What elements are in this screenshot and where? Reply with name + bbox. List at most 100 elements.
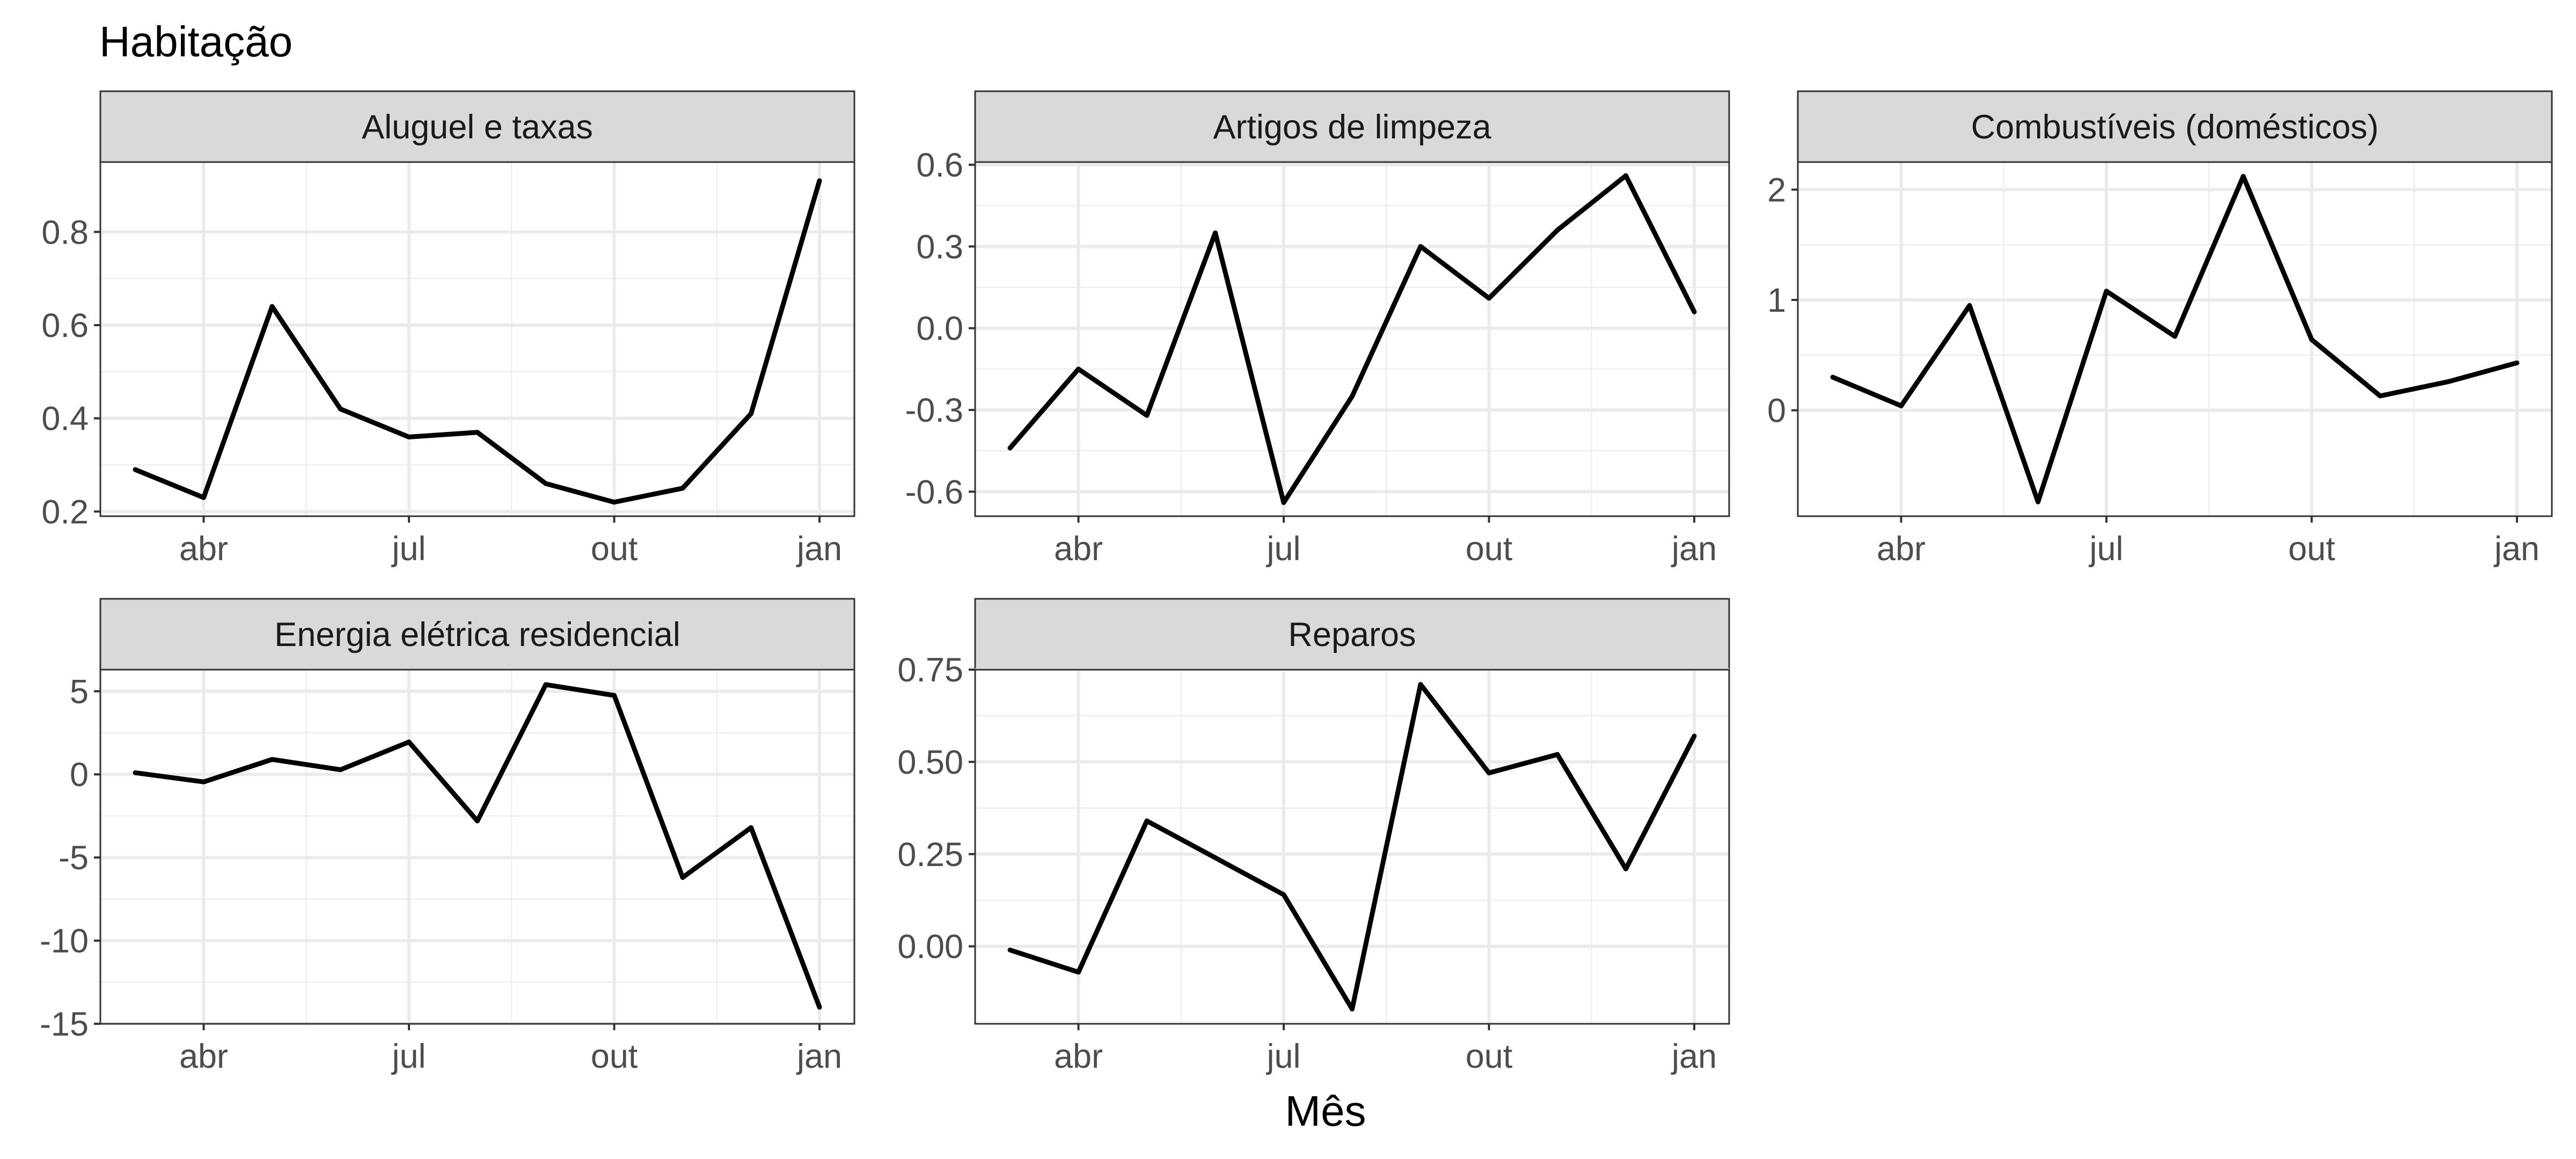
page-title: Habitação (99, 18, 292, 65)
y-tick-label: 0.0 (916, 310, 963, 348)
data-point (1555, 228, 1560, 233)
data-point (680, 486, 685, 491)
x-tick-label: abr (1054, 1038, 1103, 1075)
data-point (269, 757, 275, 762)
y-tick-label: -10 (40, 922, 89, 960)
data-point (269, 304, 275, 309)
data-point (2377, 393, 2383, 399)
data-point (1007, 445, 1013, 451)
facet-strip-label: Combustíveis (domésticos) (1971, 108, 2379, 146)
facet-strip (974, 598, 1730, 671)
x-tick-label: abr (179, 1038, 228, 1075)
data-point (1487, 296, 1491, 301)
data-point (1281, 892, 1286, 897)
x-tick-label: abr (179, 530, 228, 568)
data-point (612, 500, 617, 505)
data-point (1418, 682, 1423, 687)
data-point (543, 682, 548, 687)
x-tick-label: jan (1671, 1038, 1717, 1075)
x-tick-label: jul (391, 1038, 426, 1075)
data-point (1350, 1007, 1355, 1011)
facet-strip (99, 90, 855, 163)
data-point (817, 178, 822, 184)
x-tick-label: jul (2088, 530, 2123, 568)
y-tick-label: 5 (70, 673, 89, 710)
data-point (406, 739, 412, 745)
facet-strip-label: Artigos de limpeza (1213, 108, 1491, 146)
x-tick-label: jan (2493, 530, 2540, 568)
data-point (1213, 230, 1218, 236)
x-tick-label: out (2288, 530, 2336, 568)
data-point (817, 1004, 822, 1010)
facet-strip (1797, 90, 2553, 163)
facet-panel: Combustíveis (domésticos) 0 1 2 abr jul out jan (1767, 90, 2553, 568)
data-point (1076, 366, 1081, 372)
data-point (2309, 337, 2314, 342)
y-tick-label: 0.8 (41, 214, 89, 251)
x-tick-label: abr (1877, 530, 1926, 568)
y-tick-label: 0.6 (41, 307, 89, 344)
x-tick-label: jul (1265, 530, 1300, 568)
data-point (543, 481, 548, 486)
y-tick-label: -5 (58, 839, 89, 877)
data-point (2241, 174, 2246, 179)
data-point (1623, 866, 1628, 871)
facet-strip (974, 90, 1730, 163)
data-point (338, 406, 343, 412)
y-tick-label: 0.2 (41, 493, 89, 531)
panel-border (99, 161, 855, 517)
facet-panel: Energia elétrica residencial -15 -10 -5 0 5 ab… (40, 598, 855, 1075)
data-point (1007, 948, 1013, 952)
panel-border (974, 161, 1730, 517)
x-tick-label: jul (391, 530, 426, 568)
data-point (1830, 375, 1835, 380)
data-point (2104, 289, 2109, 294)
y-tick-label: 0.00 (897, 928, 963, 966)
y-tick-label: 0.4 (41, 400, 89, 438)
data-point (133, 770, 138, 775)
data-point (1350, 394, 1355, 399)
x-tick-label: jan (796, 1038, 842, 1075)
data-point (475, 430, 480, 435)
data-point (1692, 733, 1697, 739)
x-tick-label: out (591, 530, 638, 568)
x-tick-label: out (1466, 530, 1513, 568)
data-point (680, 875, 685, 880)
facet-panel: Artigos de limpeza -0.6 -0.3 0.0 0.3 0.6 abr ju… (905, 90, 1730, 568)
x-tick-label: out (1466, 1038, 1513, 1075)
y-tick-label: 0.50 (897, 744, 963, 781)
data-point (133, 467, 138, 472)
data-point (1281, 500, 1286, 505)
data-point (1076, 970, 1081, 975)
data-point (1555, 752, 1560, 757)
data-point (1418, 244, 1423, 249)
data-point (1967, 303, 1972, 308)
x-tick-label: out (591, 1038, 638, 1075)
data-point (201, 779, 206, 784)
data-point (2172, 334, 2177, 339)
data-point (338, 767, 343, 773)
data-point (1213, 855, 1218, 861)
data-point (1899, 403, 1904, 408)
data-point (612, 693, 617, 698)
y-tick-label: 1 (1767, 282, 1786, 319)
data-point (406, 434, 412, 439)
y-tick-label: -15 (40, 1006, 89, 1043)
y-tick-label: 0.6 (916, 146, 963, 184)
y-tick-label: 2 (1767, 171, 1786, 209)
y-tick-label: -0.6 (905, 473, 963, 511)
data-point (2036, 499, 2040, 504)
facet-panel: Reparos 0.00 0.25 0.50 0.75 abr jul out jan (897, 598, 1730, 1075)
y-tick-label: -0.3 (905, 392, 963, 429)
y-tick-label: 0.25 (897, 836, 963, 874)
y-tick-label: 0 (70, 756, 89, 794)
x-axis-title: Mês (1285, 1087, 1366, 1135)
data-point (201, 495, 206, 500)
panel-border (1797, 161, 2553, 517)
data-point (475, 818, 480, 824)
x-tick-label: jan (1671, 530, 1717, 568)
data-point (749, 411, 753, 416)
